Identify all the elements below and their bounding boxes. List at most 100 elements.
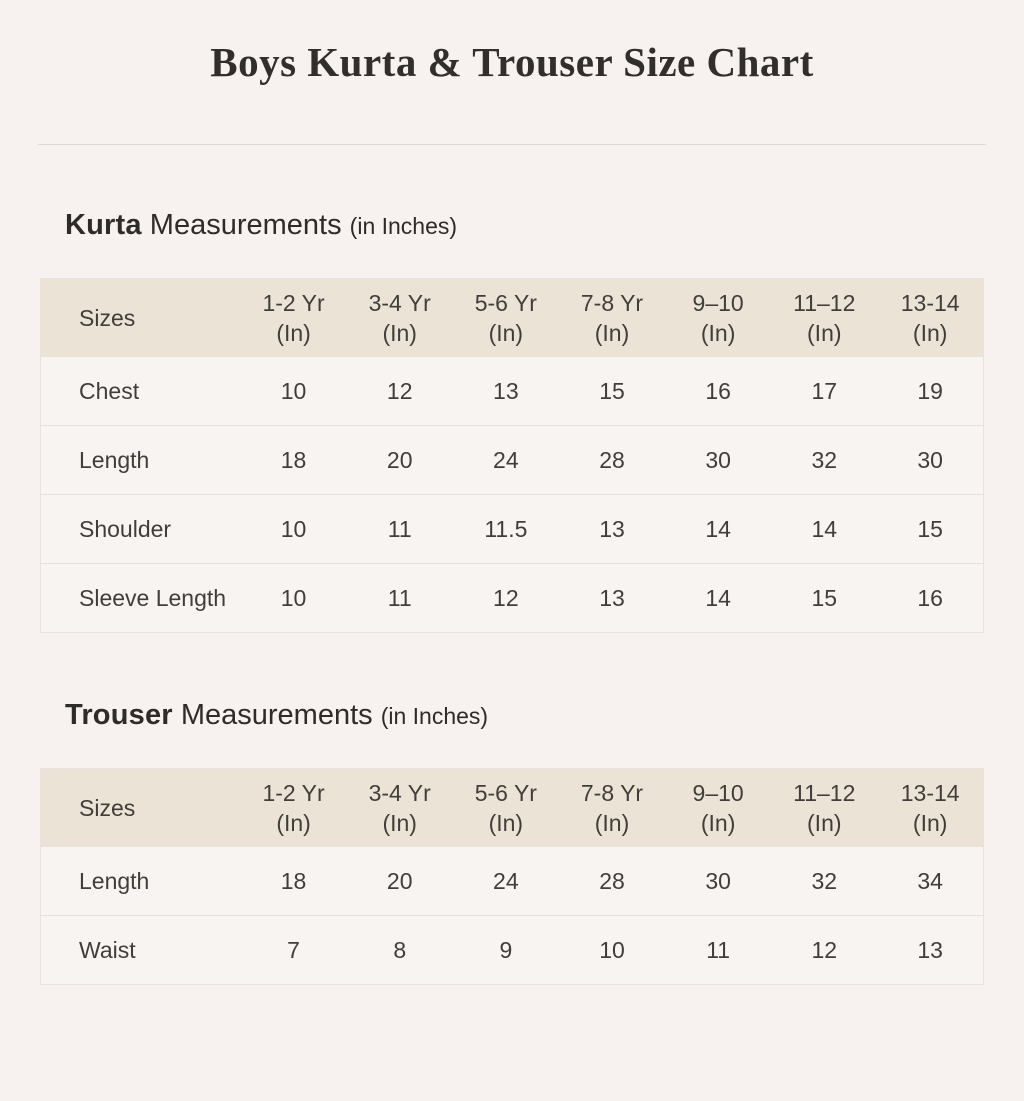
- value-cell: 12: [386, 377, 413, 404]
- column-header-age: 9–10: [692, 290, 744, 316]
- column-header-age: 5-6 Yr: [474, 290, 537, 316]
- value-cell: 13: [877, 915, 984, 985]
- column-header: 13-14 (In): [877, 278, 984, 357]
- column-header-age: 13-14: [900, 290, 960, 316]
- column-header-unit: (In): [276, 320, 311, 346]
- column-header: 3-4 Yr (In): [346, 768, 453, 847]
- size-table: Sizes 1-2 Yr (In) 3-4 Yr (In) 5-6 Yr (In) 7-8 Y…: [40, 278, 984, 633]
- column-header-age: 1-2 Yr: [262, 780, 325, 806]
- page-title: Boys Kurta & Trouser Size Chart: [210, 39, 814, 85]
- column-header-age: 11–12: [793, 290, 856, 316]
- section-heading-name: Kurta: [65, 209, 142, 241]
- column-header: 1-2 Yr (In): [240, 768, 347, 847]
- value-cell: 11: [346, 563, 453, 633]
- column-header-age: 3-4 Yr: [368, 290, 431, 316]
- column-header-age: 11–12: [793, 780, 856, 806]
- table-row: Chest 10 12 13 15 16 17 19: [41, 357, 984, 426]
- value-cell: 20: [346, 425, 453, 495]
- value-cell: 11: [346, 494, 453, 564]
- column-header-unit: (In): [382, 810, 417, 836]
- value-cell: 10: [240, 494, 347, 564]
- column-header: 9–10 (In): [665, 768, 772, 847]
- value-cell: 14: [665, 494, 772, 564]
- value-cell: 28: [599, 867, 625, 894]
- size-table-body: Length 18 20 24 28 30 32 34 Waist 7 8 9 10 11 12 13: [40, 847, 984, 985]
- column-header-unit: (In): [594, 810, 630, 836]
- value-cell: 14: [771, 494, 878, 564]
- table-row: Length 18 20 24 28 30 32 34: [41, 847, 984, 916]
- column-header-age: 1-2 Yr: [262, 290, 325, 316]
- value-cell: 30: [877, 425, 984, 495]
- header-row: Sizes 1-2 Yr (In) 3-4 Yr (In) 5-6 Yr (In) 7-8 Y…: [40, 278, 984, 357]
- table-row: Waist 7 8 9 10 11 12 13: [40, 915, 984, 985]
- column-header-unit: (In): [807, 810, 842, 836]
- value-cell: 14: [665, 563, 772, 633]
- value-cell: 17: [811, 377, 838, 404]
- sizes-corner-cell: Sizes: [40, 278, 241, 357]
- section-heading-note: (in Inches): [349, 213, 458, 239]
- size-table-body: Chest 10 12 13 15 16 17 19 Length 18 20 24 28 30 32 30 S…: [40, 357, 984, 633]
- value-cell: 13: [493, 377, 519, 404]
- row-label: Shoulder: [40, 494, 241, 564]
- column-header-unit: (In): [594, 320, 630, 346]
- column-header-unit: (In): [488, 320, 524, 346]
- section-heading-word: Measurements: [180, 699, 373, 731]
- row-label: Length: [40, 425, 241, 495]
- value-cell: 16: [877, 563, 984, 633]
- section-heading-note: (in Inches): [380, 703, 489, 729]
- value-cell: 32: [771, 425, 878, 495]
- measurement-sections: Kurta Measurements (in Inches) Sizes 1-2 Y…: [0, 209, 1024, 985]
- value-cell: 13: [558, 563, 666, 633]
- section-heading-word: Measurements: [149, 209, 342, 241]
- column-header: 5-6 Yr (In): [452, 278, 559, 357]
- column-header-unit: (In): [700, 320, 736, 346]
- column-header: 7-8 Yr (In): [558, 768, 666, 847]
- value-cell: 30: [705, 867, 731, 894]
- column-header-unit: (In): [912, 810, 948, 836]
- column-header-unit: (In): [807, 320, 842, 346]
- table-row: Sleeve Length 10 11 12 13 14 15 16: [40, 563, 984, 633]
- value-cell: 34: [917, 867, 943, 894]
- value-cell: 15: [599, 377, 625, 404]
- column-header-unit: (In): [488, 810, 524, 836]
- size-table-header: Sizes 1-2 Yr (In) 3-4 Yr (In) 5-6 Yr (In) 7-8 Y…: [40, 278, 984, 357]
- row-label: Sleeve Length: [40, 563, 241, 633]
- row-label: Waist: [40, 915, 241, 985]
- size-table: Sizes 1-2 Yr (In) 3-4 Yr (In) 5-6 Yr (In) 7-8 Y…: [40, 768, 984, 985]
- value-cell: 24: [452, 425, 559, 495]
- row-label: Chest: [79, 377, 140, 404]
- value-cell: 15: [877, 494, 984, 564]
- value-cell: 20: [386, 867, 413, 894]
- value-cell: 19: [917, 377, 943, 404]
- column-header-age: 5-6 Yr: [474, 780, 537, 806]
- header-row: Sizes 1-2 Yr (In) 3-4 Yr (In) 5-6 Yr (In) 7-8 Y…: [40, 768, 984, 847]
- section-heading: Trouser Measurements (in Inches): [65, 699, 1024, 732]
- value-cell: 10: [240, 563, 347, 633]
- column-header: 13-14 (In): [877, 768, 984, 847]
- table-row: Length 18 20 24 28 30 32 30: [40, 425, 984, 495]
- value-cell: 7: [240, 915, 347, 985]
- column-header-unit: (In): [382, 320, 417, 346]
- value-cell: 18: [280, 867, 307, 894]
- value-cell: 8: [346, 915, 453, 985]
- value-cell: 24: [493, 867, 519, 894]
- value-cell: 32: [811, 867, 838, 894]
- value-cell: 12: [771, 915, 878, 985]
- value-cell: 15: [771, 563, 878, 633]
- value-cell: 11: [665, 915, 772, 985]
- value-cell: 18: [240, 425, 347, 495]
- column-header-age: 7-8 Yr: [580, 780, 644, 806]
- column-header-unit: (In): [276, 810, 311, 836]
- column-header-age: 3-4 Yr: [368, 780, 431, 806]
- section-heading: Kurta Measurements (in Inches): [65, 209, 1024, 242]
- sizes-corner-cell: Sizes: [40, 768, 241, 847]
- row-label: Length: [79, 867, 150, 894]
- value-cell: 12: [452, 563, 559, 633]
- column-header: 7-8 Yr (In): [558, 278, 666, 357]
- column-header: 1-2 Yr (In): [240, 278, 347, 357]
- column-header: 3-4 Yr (In): [346, 278, 453, 357]
- column-header: 5-6 Yr (In): [452, 768, 559, 847]
- column-header: 9–10 (In): [665, 278, 772, 357]
- value-cell: 13: [558, 494, 666, 564]
